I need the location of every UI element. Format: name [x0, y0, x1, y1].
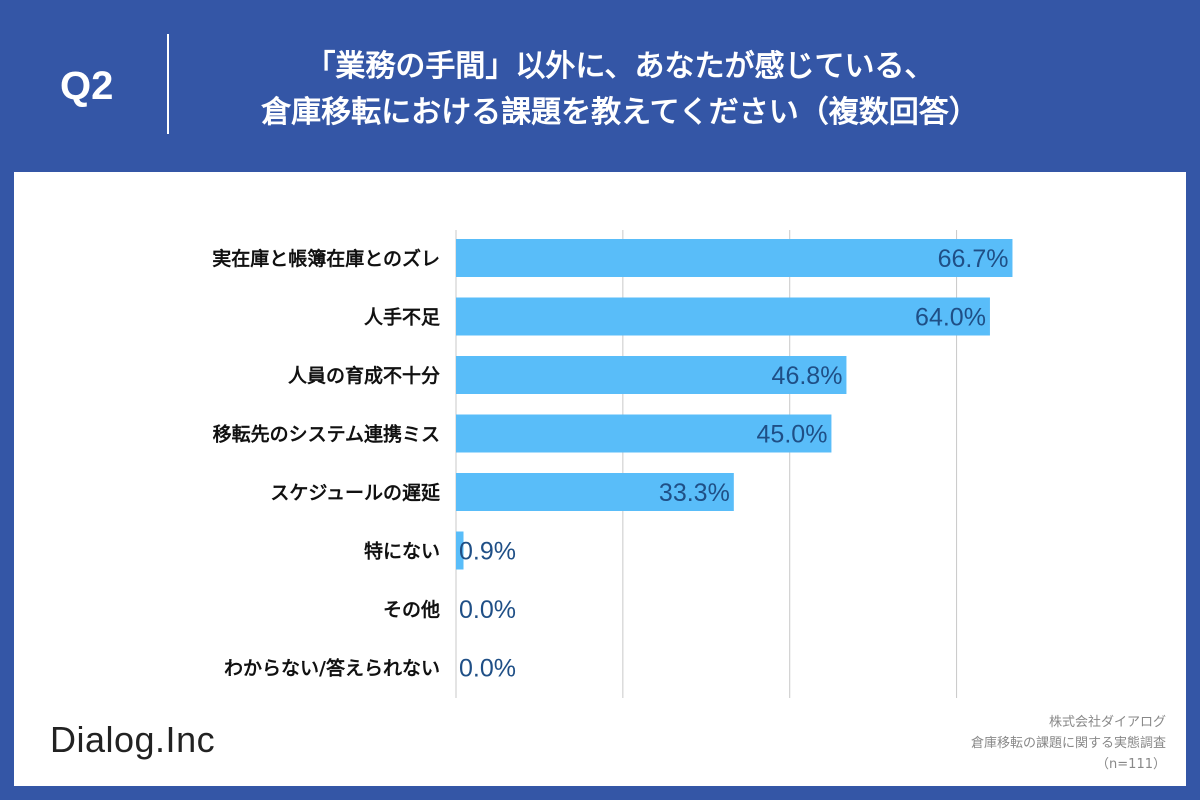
question-text: 「業務の手間」以外に、あなたが感じている、 倉庫移転における課題を教えてください… [170, 44, 1070, 136]
category-label: 人手不足 [364, 306, 441, 329]
category-label: 人員の育成不十分 [288, 364, 440, 387]
value-label: 33.3% [659, 479, 730, 507]
bar [456, 297, 990, 336]
bar [456, 356, 847, 394]
source-note: 株式会社ダイアログ 倉庫移転の課題に関する実態調査 （n=111） [846, 712, 1166, 775]
chart-panel: 実在庫と帳簿在庫とのズレ 66.7% 人手不足 64.0% 人員の育成不十分 46.8% 移… [14, 172, 1186, 786]
value-label: 0.9% [459, 538, 516, 566]
source-survey: 倉庫移転の課題に関する実態調査 [970, 736, 1166, 751]
category-label: 実在庫と帳簿在庫とのズレ [212, 247, 440, 270]
value-label: 66.7% [938, 245, 1009, 273]
bar [456, 473, 734, 511]
header-divider [167, 34, 169, 134]
question-number: Q2 [60, 64, 114, 108]
header: Q2 「業務の手間」以外に、あなたが感じている、 倉庫移転における課題を教えてく… [0, 0, 1200, 172]
category-label: その他 [383, 598, 440, 621]
bar [456, 414, 832, 453]
source-company: 株式会社ダイアログ [1048, 715, 1166, 730]
bar [456, 239, 1013, 277]
question-line-2: 倉庫移転における課題を教えてください（複数回答） [261, 95, 979, 130]
category-label: わからない/答えられない [224, 657, 440, 680]
company-logo: Dialog.Inc [50, 719, 216, 760]
bar [456, 531, 464, 570]
category-label: スケジュールの遅延 [270, 482, 441, 504]
value-label: 0.0% [459, 655, 516, 683]
value-label: 0.0% [459, 596, 516, 624]
category-label: 移転先のシステム連携ミス [213, 423, 440, 446]
value-label: 64.0% [915, 304, 986, 332]
value-label: 45.0% [757, 421, 828, 449]
question-line-1: 「業務の手間」以外に、あなたが感じている、 [305, 49, 935, 84]
bar-chart: 実在庫と帳簿在庫とのズレ 66.7% 人手不足 64.0% 人員の育成不十分 46.8% 移… [212, 230, 1013, 698]
source-sample-size: （n=111） [1096, 757, 1166, 772]
category-label: 特にない [364, 541, 440, 563]
value-label: 46.8% [772, 362, 843, 390]
